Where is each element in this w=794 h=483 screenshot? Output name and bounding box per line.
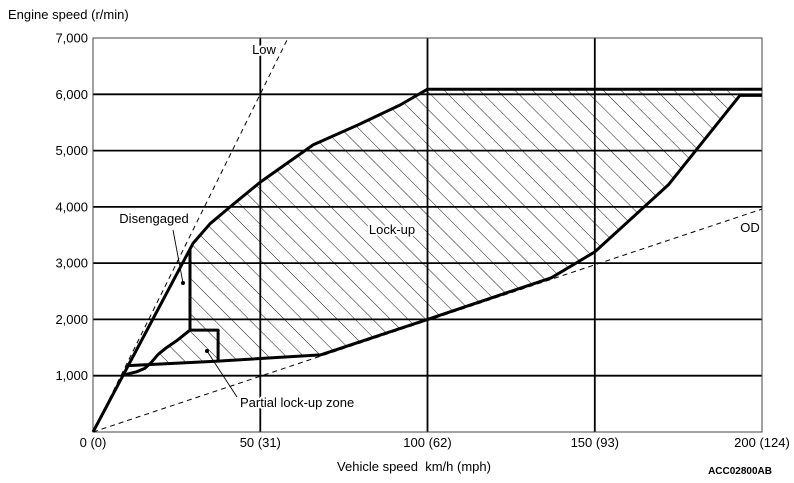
tick-labels: 1,000 2,000 3,000 4,000 5,000 6,000 7,000 0 (0)… (55, 31, 789, 451)
y-tick-label: 2,000 (55, 312, 88, 327)
region-label-partial-lock-up-zone: Partial lock-up zone (240, 395, 354, 410)
boundary-line (91, 87, 762, 433)
boundary-line (122, 328, 191, 377)
partial-lock-up-pointer-dot (205, 349, 209, 353)
disengaged-pointer-line (172, 229, 184, 284)
series-label-od: OD (740, 220, 760, 235)
grid (93, 38, 762, 432)
x-tick-label: 0 (0) (80, 435, 107, 450)
y-tick-label: 5,000 (55, 143, 88, 158)
region-label-lock-up: Lock-up (369, 222, 415, 237)
y-axis-label: Engine speed (r/min) (8, 7, 129, 22)
figure-code: ACC02800AB (708, 466, 772, 477)
region-lock-up-hatch (190, 89, 740, 362)
hatched-regions (148, 89, 740, 365)
plot-frame (92, 37, 763, 433)
series-label-low: Low (252, 42, 276, 57)
region-label-disengaged: Disengaged (119, 211, 188, 226)
y-tick-label: 6,000 (55, 87, 88, 102)
y-tick-label: 3,000 (55, 256, 88, 271)
boundary-line (128, 93, 762, 368)
x-tick-label: 100 (62) (403, 435, 451, 450)
x-tick-label: 50 (31) (240, 435, 281, 450)
line-low (92, 37, 289, 433)
x-tick-label: 150 (93) (571, 435, 619, 450)
x-axis-label: Vehicle speed km/h (mph) (337, 459, 491, 474)
y-tick-label: 1,000 (55, 368, 88, 383)
y-tick-label: 4,000 (55, 199, 88, 214)
y-tick-label: 7,000 (55, 31, 88, 46)
series-lines (91, 37, 763, 433)
boundary-line (188, 249, 220, 362)
x-tick-label: 200 (124) (734, 435, 790, 450)
disengaged-pointer-dot (181, 281, 185, 285)
partial-lock-up-pointer-line (206, 350, 238, 398)
region-partial-lock-up-zone-hatch (148, 330, 219, 365)
